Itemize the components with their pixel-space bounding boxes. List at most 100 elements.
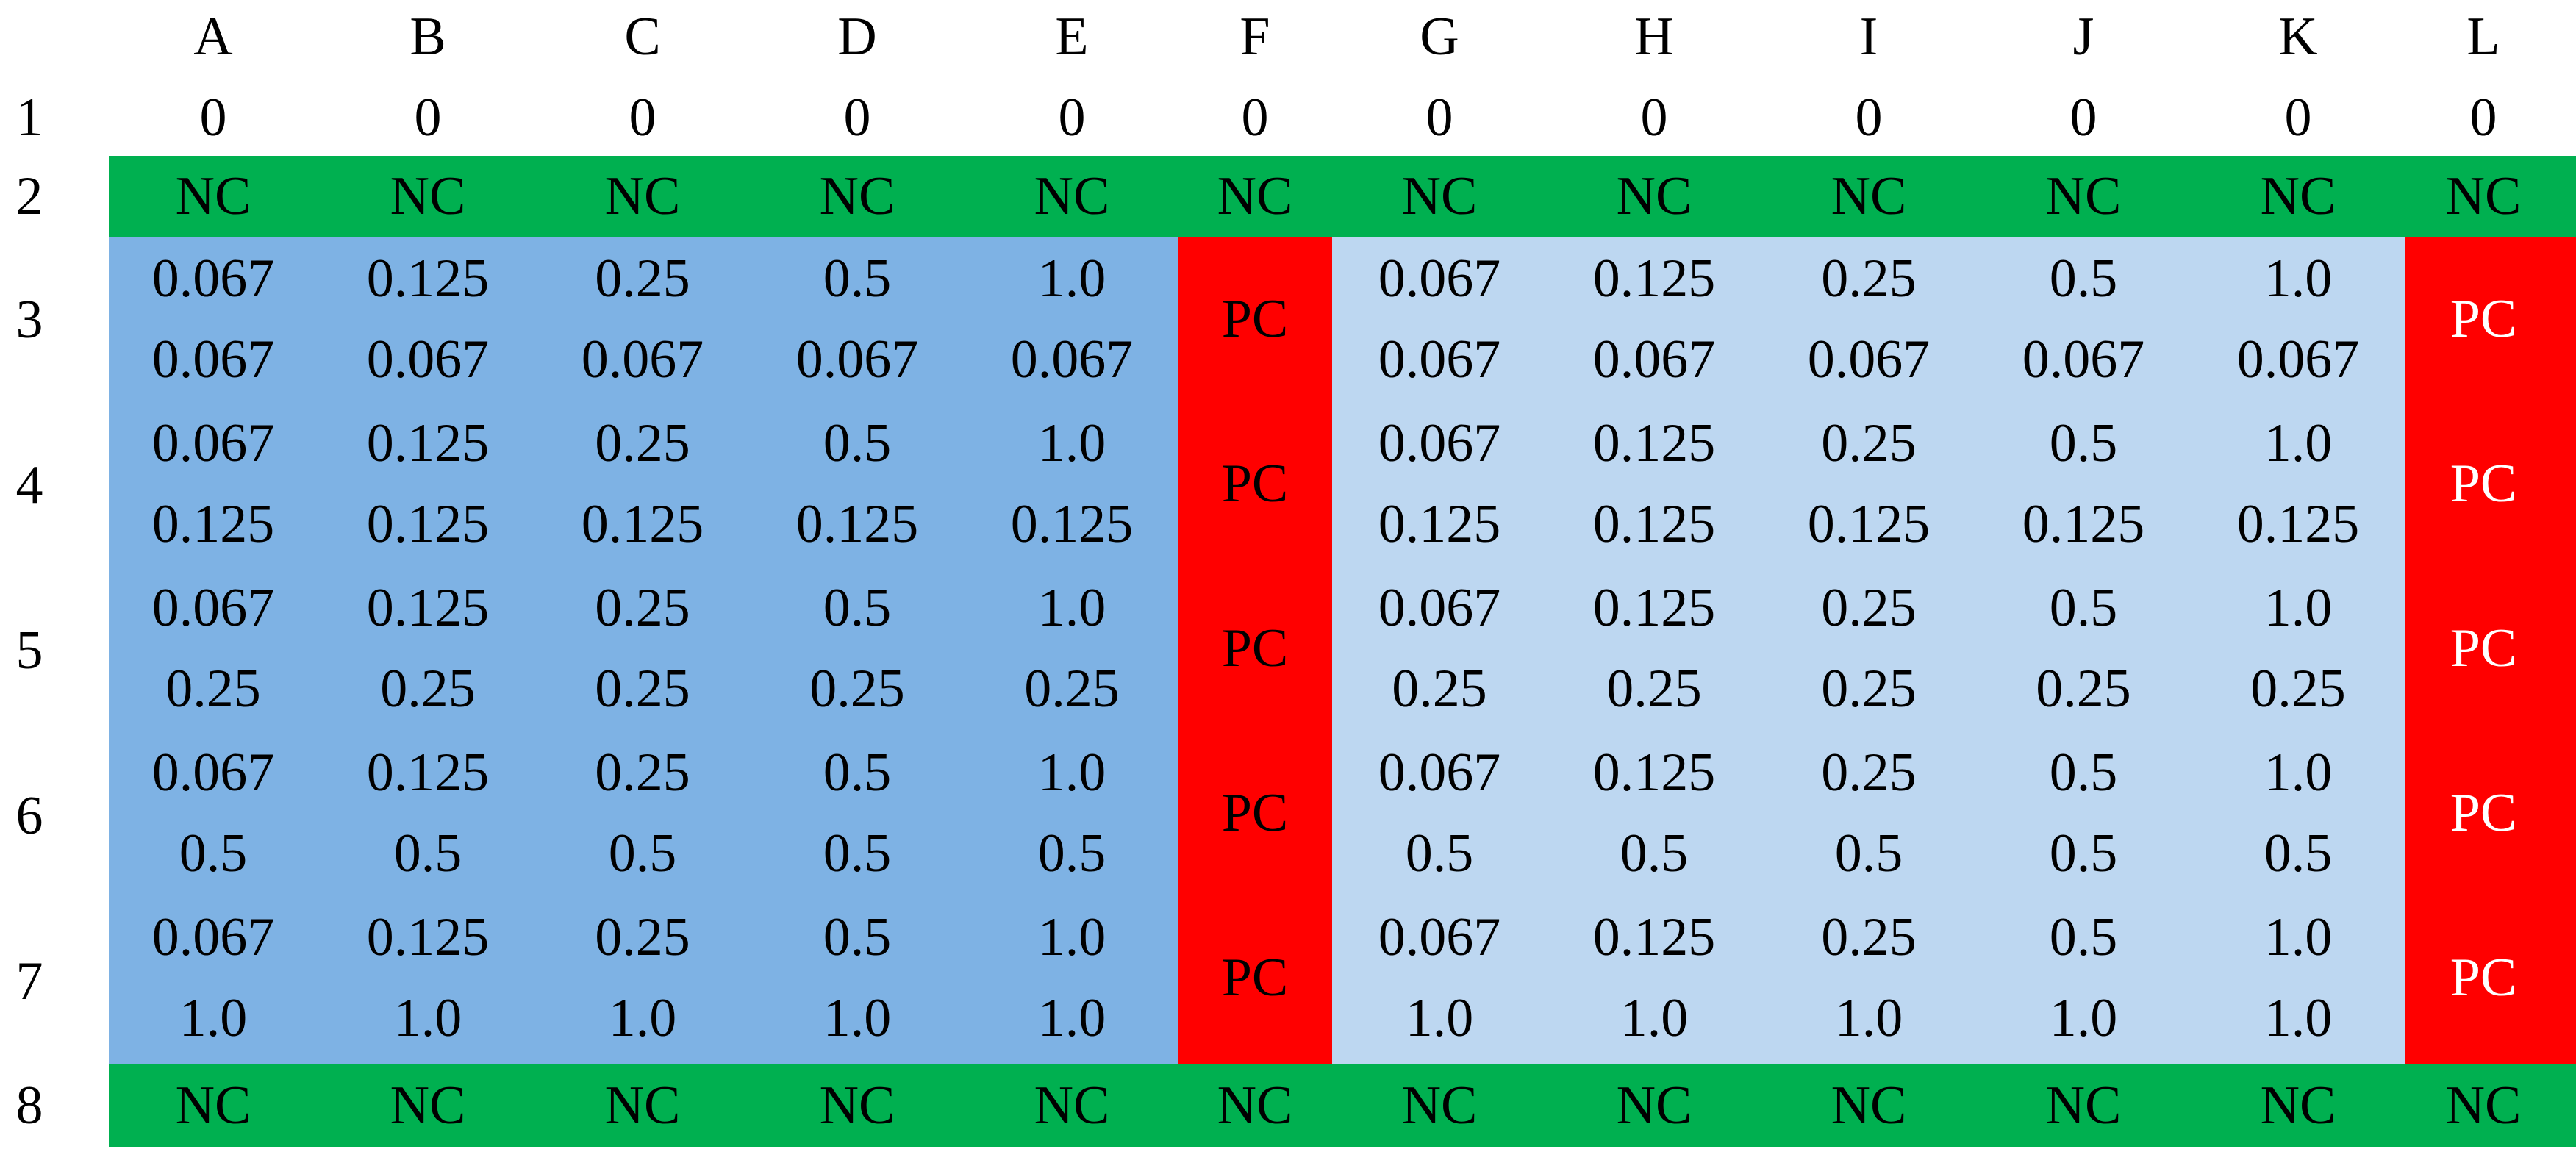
well-c4: 0.25 0.125 [535,401,750,566]
cell-value: 0.25 [2036,659,2131,719]
cell-value: 1.0 [1037,907,1106,967]
cell-value: 0.067 [1378,742,1501,803]
cell-value: 1.0 [1405,988,1474,1048]
well-h4: 0.125 0.125 [1547,401,1761,566]
cell-value: 0.067 [1807,329,1931,390]
cell-value: 0.067 [151,413,275,473]
cell-value: 0.25 [2250,659,2346,719]
cell-value: NC [1831,166,1907,226]
row1-cell-a: 0 [106,81,321,154]
well-e5: 1.0 0.25 [965,566,1179,731]
cell-value: 0.5 [2049,742,2118,803]
cell-value: NC [175,1075,251,1136]
cell-value: 1.0 [1037,578,1106,638]
well-h3: 0.125 0.067 [1547,237,1761,401]
cell-value: 1.0 [1037,413,1106,473]
cell-value: 1.0 [1834,988,1903,1048]
cell-value: 1.0 [2049,988,2118,1048]
row1-cell-d: 0 [750,81,965,154]
nc-cell-a2: NC [106,156,321,237]
row-label-8: 8 [15,1075,43,1136]
cell-value: NC [819,1075,895,1136]
row-label-2: 2 [15,166,43,226]
cell-value: 0 [414,87,442,148]
cell-value: 0.5 [2264,823,2333,884]
cell-value: 0.125 [1592,578,1716,638]
cell-value: NC [1034,166,1110,226]
well-g4: 0.067 0.125 [1332,401,1547,566]
well-j6: 0.5 0.5 [1976,731,2191,895]
cell-value: PC [1221,454,1289,514]
column-header-g: G [1420,7,1459,67]
nc-cell-i8: NC [1761,1064,1976,1147]
well-b7: 0.125 1.0 [321,895,535,1060]
well-k3: 1.0 0.067 [2191,237,2405,401]
cell-value: PC [2450,289,2517,349]
cell-value: NC [2045,166,2122,226]
well-b6: 0.125 0.5 [321,731,535,895]
cell-value: 1.0 [1037,248,1106,309]
pc-cell-l5: PC [2406,566,2561,731]
nc-cell-k8: NC [2191,1064,2405,1147]
well-k7: 1.0 1.0 [2191,895,2405,1060]
cell-value: NC [2260,166,2336,226]
well-i3: 0.25 0.067 [1761,237,1976,401]
well-c5: 0.25 0.25 [535,566,750,731]
pc-cell-f7: PC [1178,895,1332,1060]
cell-value: 0.125 [581,494,704,554]
column-header-f: F [1239,7,1270,67]
nc-cell-g8: NC [1332,1064,1547,1147]
cell-value: NC [1831,1075,1907,1136]
pc-cell-l6: PC [2406,731,2561,895]
well-i5: 0.25 0.25 [1761,566,1976,731]
nc-cell-k2: NC [2191,156,2405,237]
cell-value: 0.067 [1378,329,1501,390]
cell-value: 0.125 [1807,494,1931,554]
cell-value: 0.067 [1378,248,1501,309]
well-a5: 0.067 0.25 [106,566,321,731]
nc-cell-c2: NC [535,156,750,237]
cell-value: NC [1616,1075,1692,1136]
cell-value: PC [2450,454,2517,514]
pc-column-f [1178,237,1332,1064]
cell-value: NC [390,1075,466,1136]
well-k4: 1.0 0.125 [2191,401,2405,566]
cell-value: NC [1217,1075,1293,1136]
cell-value: 0.067 [581,329,704,390]
well-g6: 0.067 0.5 [1332,731,1547,895]
cell-value: 0.067 [1592,329,1716,390]
cell-value: PC [1221,289,1289,349]
cell-value: 0.125 [2236,494,2360,554]
cell-value: NC [819,166,895,226]
cell-value: PC [1221,948,1289,1008]
column-header-c: C [624,7,661,67]
row1-cell-e: 0 [965,81,1179,154]
well-d6: 0.5 0.5 [750,731,965,895]
pc-cell-l4: PC [2406,401,2561,566]
nc-cell-c8: NC [535,1064,750,1147]
nc-cell-e2: NC [965,156,1179,237]
row1-cell-j: 0 [1976,81,2191,154]
cell-value: NC [2045,1075,2122,1136]
well-e4: 1.0 0.125 [965,401,1179,566]
cell-value: 0.5 [179,823,248,884]
cell-value: NC [1217,166,1293,226]
well-c6: 0.25 0.5 [535,731,750,895]
cell-value: 0.5 [2049,578,2118,638]
cell-value: PC [1221,618,1289,679]
cell-value: 0.25 [1821,578,1917,638]
cell-value: 0.5 [1834,823,1903,884]
cell-value: 1.0 [2264,988,2333,1048]
cell-value: PC [2450,618,2517,679]
cell-value: 0.067 [1010,329,1134,390]
cell-value: 0.5 [1037,823,1106,884]
column-header-i: I [1859,7,1878,67]
cell-value: 0.125 [1592,742,1716,803]
pc-cell-l7: PC [2406,895,2561,1060]
cell-value: 0.25 [595,413,690,473]
cell-value: 0.5 [823,823,892,884]
cell-value: 0.125 [1010,494,1134,554]
cell-value: 0.125 [1592,494,1716,554]
cell-value: 0.5 [823,907,892,967]
